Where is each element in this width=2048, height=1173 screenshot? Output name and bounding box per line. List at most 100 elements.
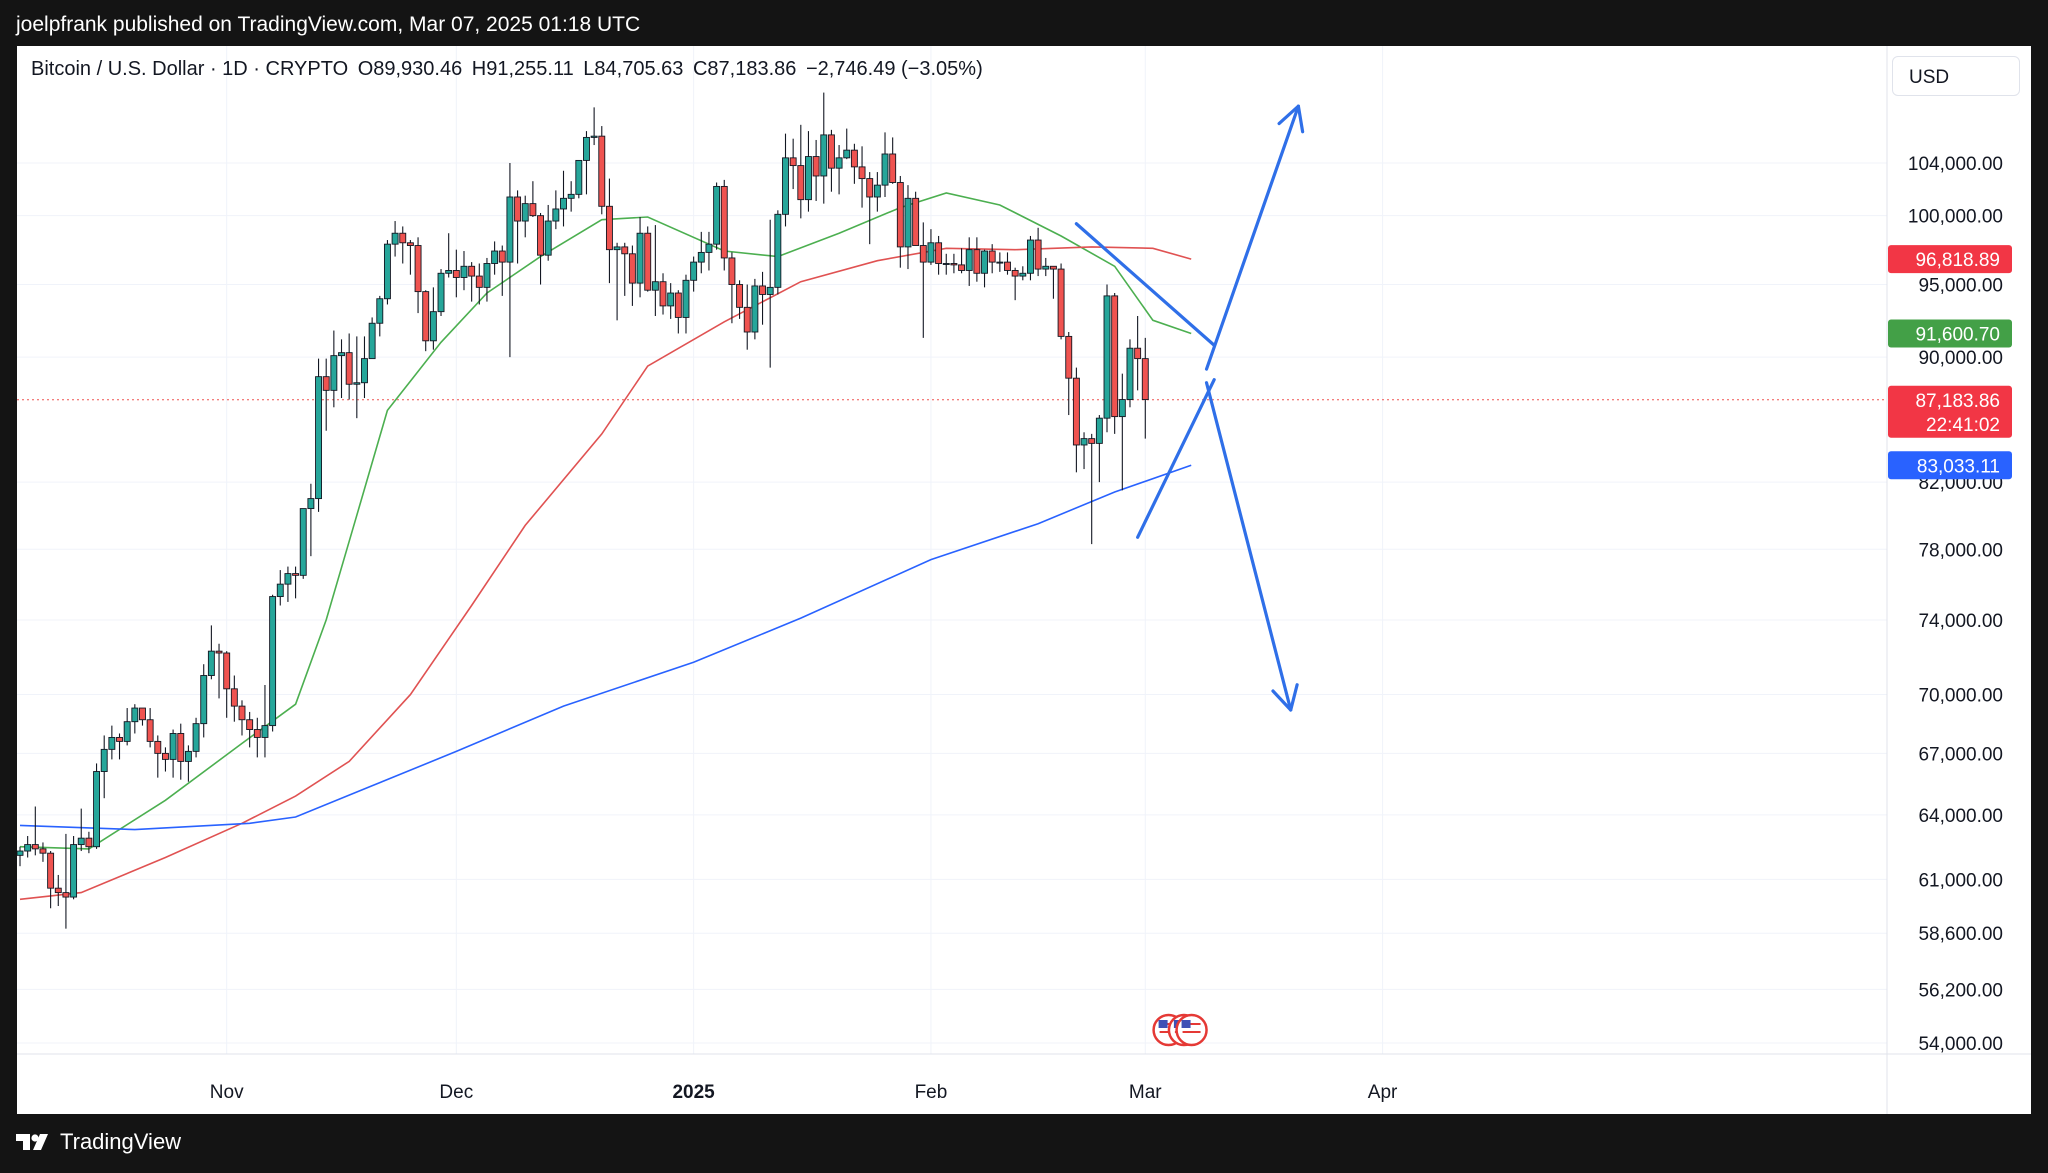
candle-body — [973, 249, 981, 274]
candle-body — [276, 583, 284, 598]
y-tick-label: 58,600.00 — [1918, 924, 2003, 945]
candle-body — [1080, 438, 1088, 446]
candle-body — [338, 352, 345, 357]
countdown-label-text: 22:41:02 — [1926, 415, 2000, 436]
candle-body — [812, 156, 820, 177]
candle-body — [820, 134, 828, 177]
candle-body — [705, 243, 713, 253]
chart-panel[interactable]: 54,000.00 56,200.00 58,600.00 61,000.00 64,0… — [17, 46, 2031, 1114]
x-tick-label: Feb — [915, 1082, 948, 1103]
candle-body — [322, 376, 330, 391]
candle-body — [935, 242, 943, 264]
y-tick-label: 70,000.00 — [1918, 686, 2003, 707]
symbol-title[interactable]: Bitcoin / U.S. Dollar · 1D · CRYPTO — [31, 58, 349, 80]
candle-body — [468, 265, 476, 277]
flag-canton — [1158, 1020, 1168, 1028]
candle-body — [805, 156, 812, 201]
y-tick-label: 78,000.00 — [1918, 540, 2003, 561]
candle-body — [659, 281, 667, 307]
candle-body — [958, 264, 966, 271]
candle-body — [621, 246, 629, 255]
candle-body — [1118, 399, 1126, 418]
candle-body — [996, 261, 1004, 264]
candle-body — [154, 740, 162, 754]
y-tick-label: 100,000.00 — [1908, 207, 2003, 228]
published-info: joelpfrank published on TradingView.com,… — [16, 13, 641, 36]
candle-body — [1019, 272, 1027, 277]
candle-body — [1103, 295, 1111, 419]
candle-body — [108, 736, 116, 750]
candle-body — [850, 149, 858, 168]
candle-body — [123, 721, 131, 742]
breakout-arrow-up — [1204, 104, 1300, 371]
candle-body — [253, 729, 261, 738]
candle-body — [537, 215, 544, 256]
us-event-flag — [1175, 1013, 1208, 1047]
breakdown-arrow-down-head — [1271, 683, 1299, 712]
candle-body — [529, 203, 537, 217]
candle-body — [429, 311, 437, 342]
change-value: −2,746.49 (−3.05%) — [805, 58, 983, 80]
candle-body — [552, 208, 560, 222]
currency-button[interactable]: USD — [1892, 56, 2020, 96]
candle-body — [827, 134, 835, 169]
candle-body — [246, 719, 254, 730]
candle-body — [697, 251, 705, 263]
candle-body — [47, 852, 55, 889]
candle-body — [1095, 417, 1103, 444]
candle-body — [475, 275, 483, 288]
candle-body — [736, 284, 744, 308]
candle-body — [912, 197, 920, 246]
price-axis-label-text: 87,183.86 — [1915, 391, 2000, 412]
candle-body — [1049, 265, 1057, 270]
candle-body — [981, 250, 988, 274]
candle-body — [544, 220, 552, 256]
price-axis-label-text: 96,818.89 — [1915, 250, 2000, 271]
candle-body — [674, 292, 682, 318]
candle-body — [720, 185, 728, 259]
y-tick-label: 74,000.00 — [1918, 611, 2003, 632]
candle-body — [1088, 438, 1096, 444]
candle-body — [881, 153, 889, 186]
high-value: H91,255.11 — [471, 58, 574, 80]
price-axis-label — [1888, 385, 2012, 438]
price-axis-label — [1888, 245, 2012, 274]
candle-body — [858, 166, 866, 180]
y-tick-label: 61,000.00 — [1918, 870, 2003, 891]
candle-body — [521, 203, 529, 222]
chart-canvas[interactable]: 54,000.00 56,200.00 58,600.00 61,000.00 64,0… — [17, 46, 2031, 1114]
candle-body — [667, 292, 675, 307]
candle-body — [391, 232, 399, 245]
candle-body — [406, 242, 414, 246]
candle-body — [399, 232, 407, 244]
candle-body — [605, 205, 613, 251]
candle-body — [1027, 239, 1034, 274]
x-tick-label: Mar — [1129, 1082, 1162, 1103]
tradingview-logo-icon — [16, 1134, 48, 1150]
candle-body — [437, 272, 445, 313]
candle-body — [292, 573, 300, 576]
tradingview-logo[interactable]: TradingView — [16, 1129, 181, 1155]
open-value: O89,930.46 — [357, 58, 463, 80]
candle-body — [93, 771, 101, 848]
candle-body — [843, 149, 851, 159]
candle-body — [583, 136, 590, 161]
candle-body — [223, 652, 231, 690]
ohlc-legend: Bitcoin / U.S. Dollar · 1D · CRYPTO O89,… — [31, 58, 987, 81]
candle-body — [919, 245, 927, 263]
candle-body — [598, 135, 606, 207]
candle-body — [1042, 265, 1050, 270]
candle-body — [766, 286, 774, 295]
candle-body — [368, 322, 376, 360]
candle-body — [942, 263, 950, 265]
candle-body — [651, 281, 659, 291]
candle-body — [575, 159, 583, 195]
candle-body — [483, 263, 491, 288]
candle-body — [383, 243, 391, 300]
candle-body — [169, 733, 177, 760]
candle-body — [39, 848, 47, 854]
candle-body — [62, 892, 70, 898]
candle-body — [1126, 347, 1134, 401]
tradingview-logo-text: TradingView — [60, 1129, 182, 1154]
candle-body — [146, 719, 154, 742]
